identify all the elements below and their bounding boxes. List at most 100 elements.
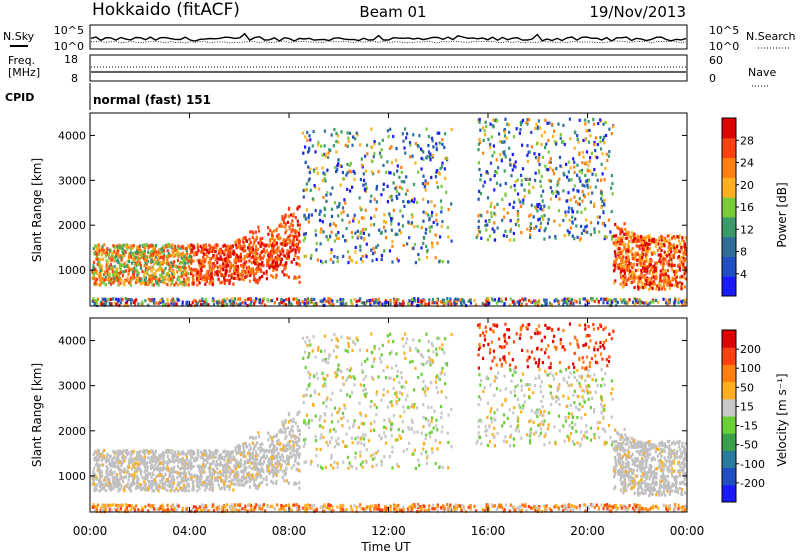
echo-cell bbox=[194, 268, 197, 272]
echo-cell bbox=[192, 299, 196, 303]
echo-cell bbox=[117, 245, 120, 249]
echo-cell bbox=[655, 275, 658, 279]
echo-cell bbox=[129, 482, 132, 486]
echo-cell bbox=[144, 259, 147, 263]
echo-cell bbox=[636, 235, 640, 239]
echo-cell bbox=[167, 262, 170, 266]
echo-cell bbox=[183, 255, 186, 259]
echo-cell bbox=[190, 467, 193, 471]
echo-cell bbox=[99, 272, 102, 276]
echo-cell bbox=[242, 265, 245, 269]
echo-cell bbox=[640, 239, 643, 243]
echo-cell bbox=[305, 208, 308, 212]
echo-cell bbox=[147, 297, 150, 301]
echo-cell bbox=[192, 273, 195, 278]
echo-cell bbox=[138, 253, 141, 257]
echo-cell bbox=[138, 457, 141, 461]
echo-cell bbox=[185, 488, 188, 493]
echo-cell bbox=[618, 237, 621, 241]
echo-cell bbox=[279, 252, 282, 256]
echo-cell bbox=[273, 244, 276, 248]
echo-cell bbox=[144, 299, 147, 303]
echo-cell bbox=[135, 474, 138, 478]
echo-cell bbox=[162, 271, 165, 275]
echo-cell bbox=[171, 449, 174, 453]
echo-cell bbox=[124, 297, 127, 301]
echo-cell bbox=[573, 170, 576, 174]
echo-cell bbox=[162, 486, 165, 490]
echo-cell bbox=[151, 489, 154, 493]
echo-cell bbox=[573, 146, 576, 150]
echo-cell bbox=[265, 483, 268, 487]
echo-cell bbox=[362, 227, 365, 232]
echo-cell bbox=[378, 228, 381, 232]
echo-cell bbox=[656, 248, 659, 253]
echo-cell bbox=[585, 129, 588, 133]
echo-cell bbox=[223, 243, 226, 247]
echo-cell bbox=[251, 451, 254, 455]
echo-cell bbox=[336, 236, 339, 240]
echo-cell bbox=[569, 301, 572, 305]
echo-cell bbox=[183, 474, 186, 478]
echo-cell bbox=[167, 467, 170, 471]
echo-cell bbox=[516, 211, 520, 215]
echo-cell bbox=[521, 143, 524, 147]
echo-cell bbox=[196, 258, 199, 263]
echo-cell bbox=[270, 256, 273, 260]
echo-cell bbox=[619, 255, 622, 259]
echo-cell bbox=[682, 253, 685, 257]
echo-cell bbox=[633, 279, 636, 283]
echo-cell bbox=[200, 269, 203, 273]
echo-cell bbox=[144, 482, 147, 486]
echo-cell bbox=[548, 160, 551, 164]
echo-cell bbox=[676, 235, 679, 239]
echo-cell bbox=[281, 224, 284, 229]
echo-cell bbox=[334, 224, 337, 228]
echo-cell bbox=[295, 435, 298, 439]
echo-cell bbox=[235, 270, 238, 274]
echo-cell bbox=[575, 224, 578, 228]
echo-cell bbox=[638, 235, 641, 239]
echo-cell bbox=[325, 235, 328, 239]
echo-cell bbox=[351, 143, 354, 147]
echo-cell bbox=[254, 486, 257, 490]
echo-cell bbox=[296, 412, 299, 416]
echo-cell bbox=[265, 272, 268, 276]
echo-cell bbox=[188, 450, 191, 454]
echo-cell bbox=[92, 247, 95, 251]
echo-cell bbox=[508, 303, 511, 307]
echo-cell bbox=[258, 265, 261, 269]
echo-cell bbox=[363, 301, 366, 305]
echo-cell bbox=[352, 217, 355, 221]
echo-cell bbox=[668, 246, 671, 250]
echo-cell bbox=[203, 300, 206, 304]
echo-cell bbox=[645, 259, 648, 263]
echo-cell bbox=[229, 460, 232, 464]
echo-cell bbox=[258, 462, 261, 466]
echo-cell bbox=[188, 244, 191, 248]
echo-cell bbox=[530, 226, 533, 230]
echo-cell bbox=[120, 244, 124, 248]
echo-cell bbox=[202, 262, 205, 266]
echo-cell bbox=[141, 280, 144, 285]
echo-cell bbox=[198, 270, 202, 274]
echo-cell bbox=[309, 167, 312, 171]
echo-cell bbox=[265, 449, 268, 453]
echo-cell bbox=[503, 140, 506, 144]
echo-cell bbox=[652, 265, 655, 269]
echo-cell bbox=[518, 299, 521, 303]
echo-cell bbox=[673, 283, 676, 287]
echo-cell bbox=[205, 279, 208, 283]
echo-cell bbox=[344, 239, 347, 243]
echo-cell bbox=[584, 161, 587, 166]
echo-cell bbox=[576, 210, 579, 214]
echo-cell bbox=[226, 278, 229, 282]
echo-cell bbox=[164, 281, 167, 285]
echo-cell bbox=[512, 135, 516, 139]
echo-cell bbox=[226, 246, 229, 250]
echo-cell bbox=[395, 194, 398, 198]
echo-cell bbox=[131, 252, 134, 256]
echo-cell bbox=[646, 248, 649, 252]
echo-cell bbox=[281, 215, 284, 219]
echo-cell bbox=[119, 301, 122, 305]
